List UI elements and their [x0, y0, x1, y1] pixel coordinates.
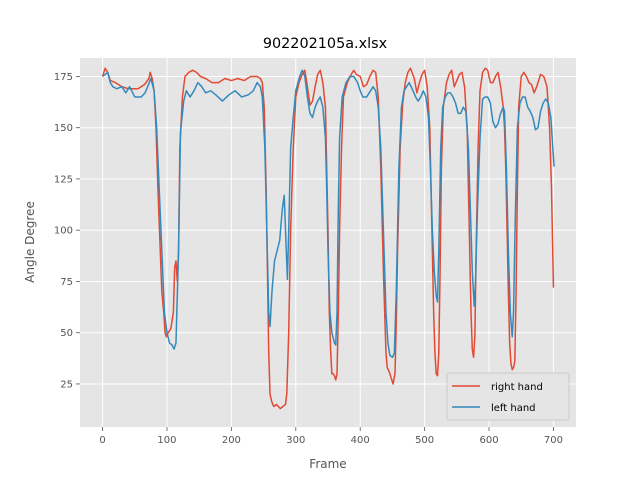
y-tick-label: 75 — [60, 277, 73, 288]
series-layer — [101, 67, 555, 410]
legend-box — [446, 372, 570, 421]
legend-label-left-hand: left hand — [491, 403, 536, 414]
legend-label-right-hand: right hand — [491, 382, 543, 393]
x-tick-label: 300 — [286, 435, 305, 446]
series-line-right-hand — [101, 67, 555, 410]
x-tick-label: 0 — [99, 435, 105, 446]
x-tick-label: 400 — [351, 435, 370, 446]
y-tick-label: 50 — [60, 328, 73, 339]
chart-title: 902202105a.xlsx — [263, 36, 388, 52]
y-tick-label: 25 — [60, 379, 73, 390]
x-axis-ticks: 0 100 200 300 400 500 600 700 — [99, 427, 563, 446]
x-tick-label: 200 — [222, 435, 241, 446]
x-tick-label: 500 — [415, 435, 434, 446]
x-tick-label: 700 — [544, 435, 563, 446]
y-axis-ticks: 25 50 75 100 125 150 175 — [54, 72, 80, 390]
grid-lines — [80, 58, 576, 427]
y-axis-label: Angle Degree — [23, 201, 37, 283]
y-tick-label: 125 — [54, 174, 73, 185]
y-tick-label: 150 — [54, 123, 73, 134]
x-tick-label: 100 — [157, 435, 176, 446]
series-line-left-hand — [102, 69, 555, 359]
x-tick-label: 600 — [479, 435, 498, 446]
y-tick-label: 100 — [54, 226, 73, 237]
y-tick-label: 175 — [54, 72, 73, 83]
legend: right hand left hand — [446, 372, 570, 421]
x-axis-label: Frame — [309, 457, 346, 471]
